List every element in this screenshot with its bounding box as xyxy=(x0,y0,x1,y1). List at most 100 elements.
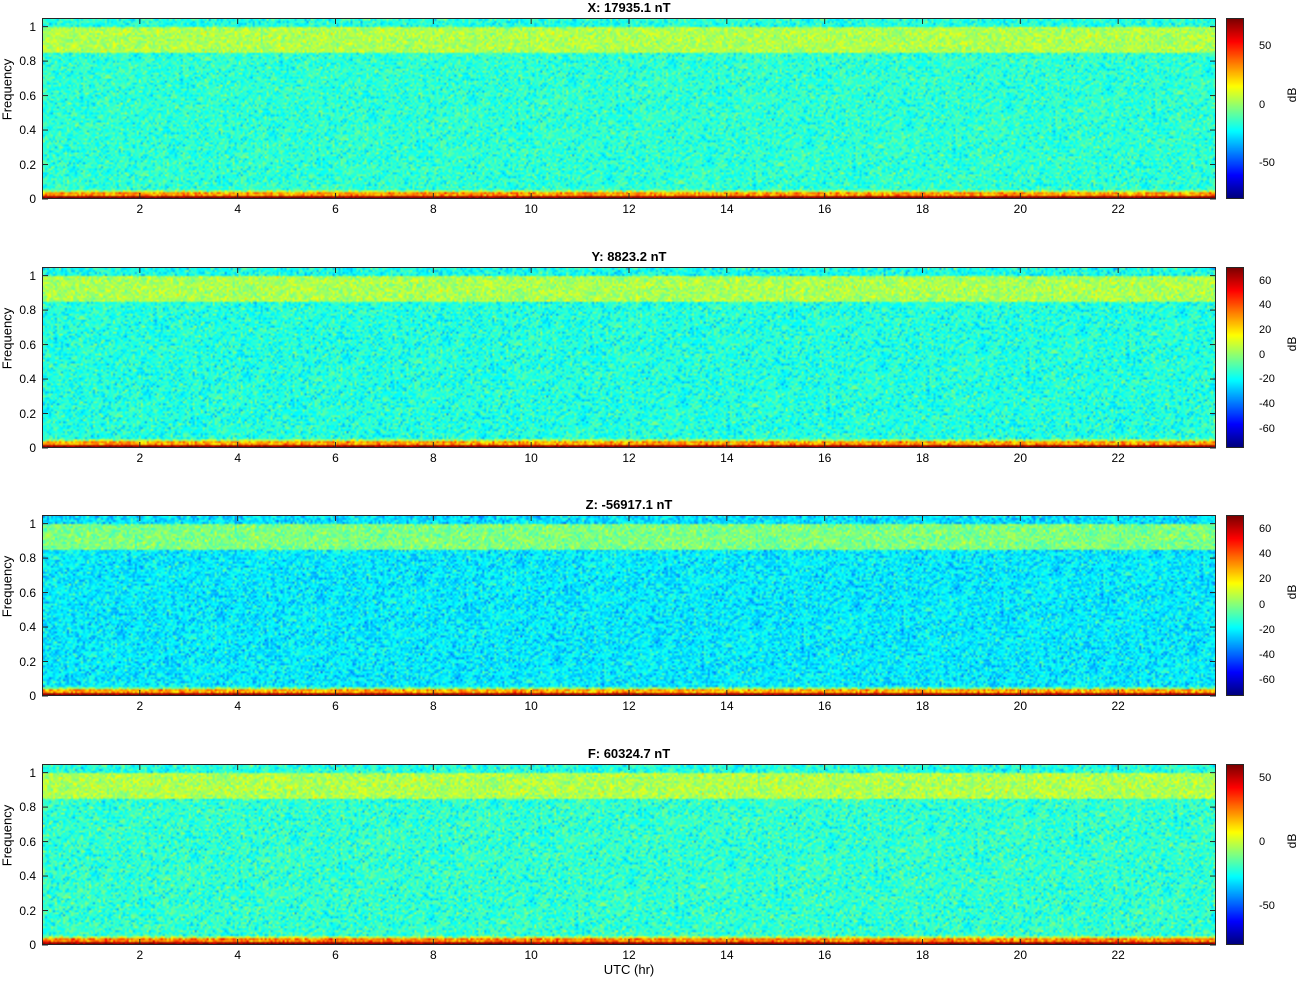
x-tick-label: 10 xyxy=(524,699,538,713)
y-tick-label: 0.2 xyxy=(19,406,36,421)
y-tick-label: 0.8 xyxy=(19,303,36,318)
x-tick-label: 8 xyxy=(429,202,437,216)
x-tick-label: 14 xyxy=(720,699,734,713)
panel-title: F: 60324.7 nT xyxy=(587,746,671,761)
colorbar-tick-label: 0 xyxy=(1259,836,1266,849)
colorbar xyxy=(1226,18,1244,199)
colorbar-tick-label: -60 xyxy=(1259,673,1275,686)
y-tick-label: 0.2 xyxy=(19,903,36,918)
colorbar-tick-label: 40 xyxy=(1259,548,1272,561)
x-tick-label: 22 xyxy=(1111,699,1125,713)
y-tick-label: 0.6 xyxy=(19,834,36,849)
spectrogram-panel: Y: 8823.2 nT Frequency 2 4 6 8 10 12 14 16 18 20 22 0… xyxy=(0,249,1297,494)
y-tick-label: 1 xyxy=(29,19,36,34)
spectrogram-heatmap xyxy=(42,18,1216,199)
colorbar-tick-label: 50 xyxy=(1259,772,1272,785)
colorbar-tick-label: 20 xyxy=(1259,573,1272,586)
colorbar-tick-label: -20 xyxy=(1259,373,1275,386)
x-tick-label: 10 xyxy=(524,451,538,465)
x-tick-label: 22 xyxy=(1111,948,1125,962)
x-tick-label: 6 xyxy=(332,451,339,465)
x-tick-label: 18 xyxy=(915,699,930,713)
x-tick-label: 12 xyxy=(622,699,636,713)
y-tick-label: 0.2 xyxy=(19,157,36,172)
x-tick-label: 8 xyxy=(429,699,437,713)
y-tick-label: 1 xyxy=(29,268,36,283)
y-tick-label: 0.8 xyxy=(19,551,36,566)
x-tick-label: 4 xyxy=(234,699,241,713)
colorbar-label: dB xyxy=(1285,833,1297,849)
colorbar-tick-label: 60 xyxy=(1259,523,1272,536)
colorbar-tick-label: 50 xyxy=(1259,40,1272,53)
y-tick-label: 0.2 xyxy=(19,654,36,669)
x-tick-label: 18 xyxy=(915,202,930,216)
panel-title: Y: 8823.2 nT xyxy=(591,249,667,264)
x-tick-label: 2 xyxy=(136,202,144,216)
x-tick-label: 2 xyxy=(136,699,144,713)
y-tick-label: 0 xyxy=(29,938,36,952)
x-tick-label: 18 xyxy=(915,451,930,465)
colorbar xyxy=(1226,267,1244,448)
x-tick-label: 12 xyxy=(622,451,636,465)
spectrogram-heatmap xyxy=(42,764,1216,945)
x-tick-label: 10 xyxy=(524,202,538,216)
x-tick-label: 22 xyxy=(1111,451,1125,465)
x-tick-label: 20 xyxy=(1013,451,1027,465)
x-tick-label: 22 xyxy=(1111,202,1125,216)
axes-ticks xyxy=(42,18,1244,200)
colorbar-tick-label: 0 xyxy=(1259,598,1266,611)
y-tick-label: 0.4 xyxy=(19,869,36,884)
y-tick-label: 0.4 xyxy=(19,123,36,138)
y-tick-label: 0.4 xyxy=(19,372,36,387)
colorbar-tick-label: -60 xyxy=(1259,422,1275,435)
x-tick-label: 18 xyxy=(915,948,930,962)
x-tick-label: 6 xyxy=(332,948,339,962)
colorbar-tick-label: -20 xyxy=(1259,623,1275,636)
x-tick-label: 4 xyxy=(234,202,241,216)
x-tick-label: 12 xyxy=(622,202,636,216)
y-tick-label: 0.6 xyxy=(19,585,36,600)
y-tick-label: 0.6 xyxy=(19,337,36,352)
spectrogram-heatmap xyxy=(42,515,1216,696)
y-tick-label: 1 xyxy=(29,516,36,531)
colorbar-tick-label: -50 xyxy=(1259,899,1275,912)
colorbar-tick-label: 0 xyxy=(1259,348,1266,361)
x-tick-label: 14 xyxy=(720,202,734,216)
y-tick-label: 0 xyxy=(29,441,36,455)
colorbar-tick-label: -50 xyxy=(1259,156,1275,169)
x-tick-label: 4 xyxy=(234,451,241,465)
colorbar-label: dB xyxy=(1285,87,1297,103)
x-tick-label: 2 xyxy=(136,948,144,962)
x-tick-label: 16 xyxy=(817,699,832,713)
y-tick-label: 0 xyxy=(29,689,36,703)
x-tick-label: 20 xyxy=(1013,948,1027,962)
x-tick-label: 4 xyxy=(234,948,241,962)
y-tick-label: 0.8 xyxy=(19,54,36,69)
spectrogram-panel: X: 17935.1 nT Frequency 2 4 6 8 10 12 14 16 18 20 22… xyxy=(0,0,1297,245)
x-tick-label: 20 xyxy=(1013,699,1027,713)
spectrogram-panel: F: 60324.7 nT Frequency 2 4 6 8 10 12 14 16 18 20 22… xyxy=(0,746,1297,991)
x-tick-label: 8 xyxy=(429,451,437,465)
colorbar-tick-label: 40 xyxy=(1259,299,1272,312)
y-tick-label: 1 xyxy=(29,765,36,780)
y-tick-label: 0.4 xyxy=(19,620,36,635)
x-tick-label: 14 xyxy=(720,948,734,962)
colorbar-tick-label: 0 xyxy=(1259,98,1266,111)
panel-title: X: 17935.1 nT xyxy=(587,0,671,15)
x-tick-label: 16 xyxy=(817,451,832,465)
x-tick-label: 6 xyxy=(332,202,339,216)
x-tick-label: 12 xyxy=(622,948,636,962)
y-tick-label: 0.6 xyxy=(19,88,36,103)
x-tick-label: 16 xyxy=(817,948,832,962)
x-tick-label: 10 xyxy=(524,948,538,962)
colorbar-label: dB xyxy=(1285,584,1297,600)
x-tick-label: 2 xyxy=(136,451,144,465)
x-tick-label: 16 xyxy=(817,202,832,216)
y-tick-label: 0.8 xyxy=(19,800,36,815)
colorbar-tick-label: -40 xyxy=(1259,648,1275,661)
colorbar-tick-label: -40 xyxy=(1259,397,1275,410)
x-tick-label: 8 xyxy=(429,948,437,962)
x-tick-label: 6 xyxy=(332,699,339,713)
panel-title: Z: -56917.1 nT xyxy=(585,497,673,512)
